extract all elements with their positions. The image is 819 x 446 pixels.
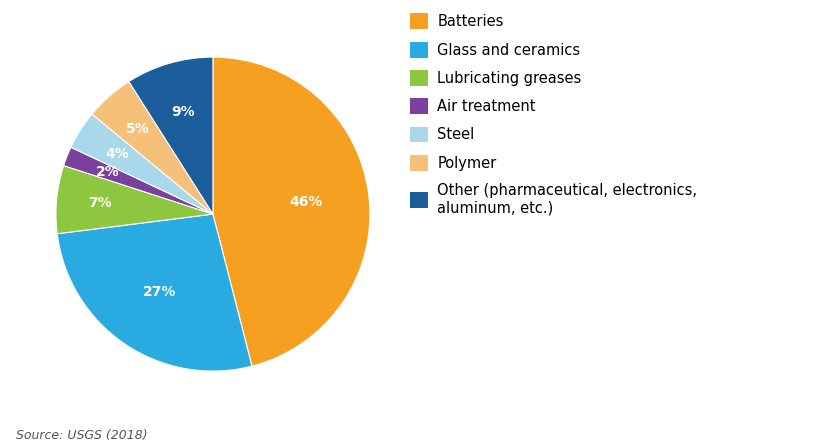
Wedge shape: [213, 57, 370, 366]
Text: 46%: 46%: [290, 195, 323, 209]
Wedge shape: [129, 57, 213, 214]
Text: 2%: 2%: [96, 165, 120, 179]
Text: 7%: 7%: [88, 196, 112, 211]
Wedge shape: [71, 114, 213, 214]
Wedge shape: [64, 147, 213, 214]
Wedge shape: [92, 82, 213, 214]
Wedge shape: [57, 214, 252, 371]
Text: 9%: 9%: [171, 104, 195, 119]
Text: 4%: 4%: [106, 147, 129, 161]
Text: Source: USGS (2018): Source: USGS (2018): [16, 429, 148, 442]
Wedge shape: [56, 165, 213, 234]
Text: 27%: 27%: [143, 285, 177, 299]
Legend: Batteries, Glass and ceramics, Lubricating greases, Air treatment, Steel, Polyme: Batteries, Glass and ceramics, Lubricati…: [410, 13, 697, 215]
Text: 5%: 5%: [126, 122, 150, 136]
